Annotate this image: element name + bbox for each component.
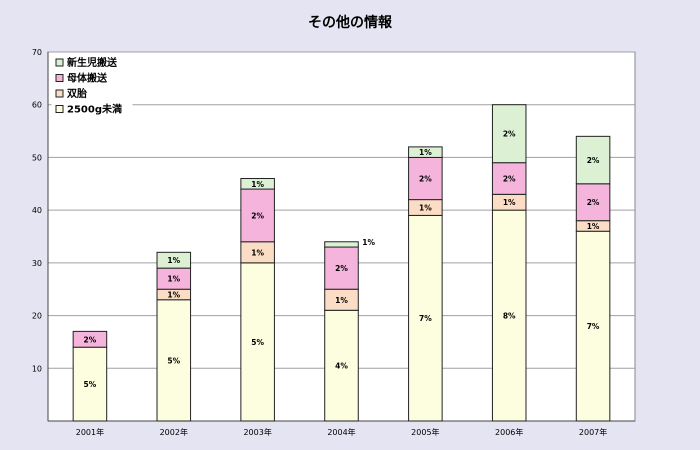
data-label: 2% xyxy=(503,175,516,184)
data-label: 8% xyxy=(503,312,516,321)
y-tick-label: 40 xyxy=(32,206,42,215)
data-label: 1% xyxy=(419,204,432,213)
axes: 10 20 30 40 50 60 70 2001年 2002年 2003年 2004年 2005年 2… xyxy=(32,48,635,437)
bar-segment xyxy=(324,241,359,248)
x-tick-label: 2005年 xyxy=(411,427,439,437)
y-tick-label: 30 xyxy=(32,259,42,268)
legend-label: 母体搬送 xyxy=(67,72,108,85)
bar-segment xyxy=(324,309,359,422)
y-tick-label: 60 xyxy=(32,101,42,110)
bar-segment xyxy=(491,104,527,164)
x-tick-label: 2006年 xyxy=(495,427,523,437)
data-label: 2% xyxy=(419,175,432,184)
data-label: 7% xyxy=(419,314,432,323)
data-label: 2% xyxy=(84,335,97,344)
legend-swatch xyxy=(55,89,64,98)
legend-swatch xyxy=(55,58,64,67)
y-tick-label: 70 xyxy=(32,48,42,57)
bar-segment xyxy=(408,146,443,158)
data-label: 2% xyxy=(335,264,348,273)
y-tick-label: 50 xyxy=(32,153,42,162)
bar-segment xyxy=(240,178,275,190)
chart-title: その他の情報 xyxy=(308,14,393,31)
data-label: 1% xyxy=(335,296,348,305)
data-label: 1% xyxy=(587,222,600,231)
bar-segment xyxy=(240,262,275,422)
bar-segment xyxy=(575,135,611,185)
legend-label: 新生児搬送 xyxy=(67,56,118,69)
x-tick-label: 2001年 xyxy=(76,427,104,437)
y-tick-label: 20 xyxy=(32,312,42,321)
data-label: 1% xyxy=(419,148,432,157)
data-label: 1% xyxy=(503,198,516,207)
data-label: 2% xyxy=(503,130,516,139)
data-label: 1% xyxy=(251,248,264,257)
data-label: 5% xyxy=(84,380,97,389)
gridlines xyxy=(48,51,635,369)
data-label: 1% xyxy=(167,275,180,284)
legend-swatch xyxy=(55,74,64,82)
data-label: 1% xyxy=(167,290,180,299)
data-label: 1% xyxy=(167,256,180,265)
bar-segment xyxy=(72,330,108,348)
data-label: 1% xyxy=(251,180,264,189)
bars: 5% 2% 5% 1% 1% 1% 5% 1% 2% 1% 4% 1% 2% 1% 7% 1% 2% 1% 8% 1%… xyxy=(72,104,611,422)
x-tick-label: 2002年 xyxy=(160,427,188,437)
bar-segment xyxy=(156,251,192,269)
bar-segment xyxy=(491,209,527,422)
x-tick-label: 2003年 xyxy=(243,427,271,437)
bar-segment xyxy=(156,299,192,422)
bar-segment xyxy=(575,183,611,222)
data-label: 2% xyxy=(587,156,600,165)
bar-segment xyxy=(491,162,527,195)
bar-segment xyxy=(324,246,359,290)
data-label: 7% xyxy=(587,322,600,331)
bar-segment xyxy=(408,156,443,201)
x-tick-label: 2007年 xyxy=(579,427,607,437)
bar-segment xyxy=(240,188,275,243)
x-tick-label: 2004年 xyxy=(327,427,355,437)
legend-box xyxy=(51,56,133,122)
legend-label: 双胎 xyxy=(67,87,87,100)
data-label: 1% xyxy=(362,238,375,247)
data-label: 2% xyxy=(587,198,600,207)
data-label: 5% xyxy=(251,338,264,347)
data-label: 2% xyxy=(251,211,264,220)
legend-label: 2500g未満 xyxy=(67,103,122,116)
y-tick-label: 10 xyxy=(32,364,42,373)
data-label: 4% xyxy=(335,362,348,371)
data-label: 5% xyxy=(167,356,180,365)
legend-swatch xyxy=(55,105,64,113)
